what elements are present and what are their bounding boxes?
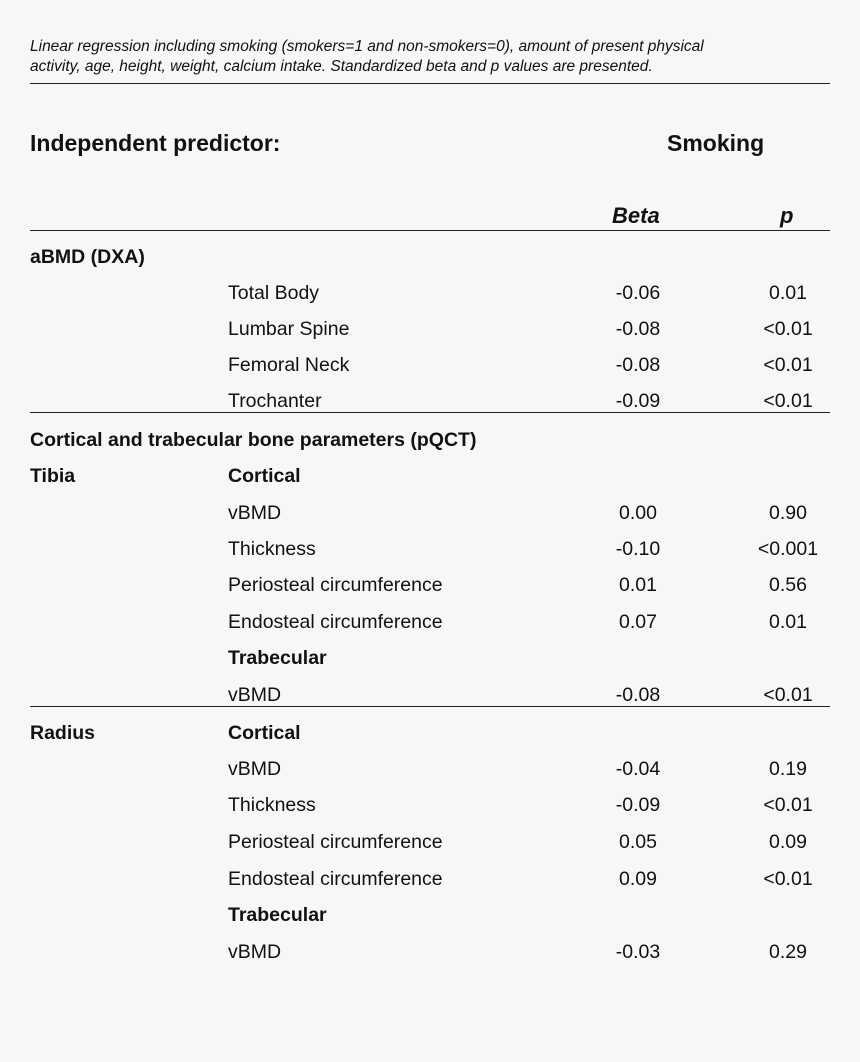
table-row: Total Body -0.06 0.01 xyxy=(0,282,860,312)
row-site: Radius xyxy=(30,722,96,744)
table-row: Trabecular xyxy=(0,647,860,677)
header-divider xyxy=(30,230,830,231)
row-beta-value: -0.06 xyxy=(615,282,661,304)
row-divider-trochanter xyxy=(228,412,830,413)
row-beta-value: 0.07 xyxy=(619,611,657,633)
row-parameter: Periosteal circumference xyxy=(228,574,443,596)
row-parameter: Total Body xyxy=(228,282,320,304)
table-row: Endosteal circumference 0.09 <0.01 xyxy=(0,868,860,898)
row-p-value: <0.01 xyxy=(763,354,813,376)
row-p-value: 0.01 xyxy=(769,611,807,633)
predictor-value: Smoking xyxy=(667,130,765,156)
row-subheading: Trabecular xyxy=(228,904,327,926)
row-p-value: 0.09 xyxy=(769,831,807,853)
table-row: Femoral Neck -0.08 <0.01 xyxy=(0,354,860,384)
table-row: vBMD -0.08 <0.01 xyxy=(0,684,860,714)
row-beta-value: -0.03 xyxy=(615,941,661,963)
table-row: vBMD -0.03 0.29 xyxy=(0,941,860,971)
row-p-value: 0.90 xyxy=(769,502,807,524)
table-caption: Linear regression including smoking (smo… xyxy=(30,37,830,77)
table-row: Lumbar Spine -0.08 <0.01 xyxy=(0,318,860,348)
row-p-value: 0.56 xyxy=(769,574,807,596)
row-subheading: Cortical xyxy=(228,722,301,744)
row-parameter: Periosteal circumference xyxy=(228,831,443,853)
section-divider-abmd xyxy=(30,412,228,413)
row-p-value: <0.01 xyxy=(763,318,813,340)
caption-divider xyxy=(30,83,830,84)
row-parameter: vBMD xyxy=(228,684,282,706)
table-row: Tibia Cortical xyxy=(0,465,860,495)
table-row: Thickness -0.10 <0.001 xyxy=(0,538,860,568)
row-beta-value: -0.08 xyxy=(615,684,661,706)
row-beta-value: -0.08 xyxy=(615,318,661,340)
row-subheading: Trabecular xyxy=(228,647,327,669)
table-row: Periosteal circumference 0.05 0.09 xyxy=(0,831,860,861)
table-row: vBMD 0.00 0.90 xyxy=(0,502,860,532)
row-parameter: vBMD xyxy=(228,502,282,524)
row-parameter: Trochanter xyxy=(228,390,322,412)
table-row: Thickness -0.09 <0.01 xyxy=(0,794,860,824)
row-beta-value: 0.05 xyxy=(619,831,657,853)
table-row: Periosteal circumference 0.01 0.56 xyxy=(0,574,860,604)
row-parameter: Thickness xyxy=(228,794,316,816)
row-p-value: <0.01 xyxy=(763,868,813,890)
predictor-label: Independent predictor: xyxy=(30,130,281,156)
row-site: Tibia xyxy=(30,465,76,487)
table-row: Radius Cortical xyxy=(0,722,860,752)
row-beta-value: -0.10 xyxy=(615,538,661,560)
row-beta-value: 0.00 xyxy=(619,502,657,524)
row-parameter: Thickness xyxy=(228,538,316,560)
table-row: Trabecular xyxy=(0,904,860,934)
section-divider-tibia xyxy=(30,706,830,707)
row-beta-value: 0.09 xyxy=(619,868,657,890)
column-header-beta: Beta xyxy=(612,203,660,228)
caption-line-2: activity, age, height, weight, calcium i… xyxy=(30,58,653,75)
row-parameter: Lumbar Spine xyxy=(228,318,350,340)
row-parameter: Femoral Neck xyxy=(228,354,350,376)
row-p-value: 0.19 xyxy=(769,758,807,780)
row-p-value: 0.29 xyxy=(769,941,807,963)
row-beta-value: -0.04 xyxy=(615,758,661,780)
table-row: Trochanter -0.09 <0.01 xyxy=(0,390,860,420)
row-p-value: <0.01 xyxy=(763,794,813,816)
section-abmd: aBMD (DXA) xyxy=(30,246,145,268)
row-beta-value: 0.01 xyxy=(619,574,657,596)
row-parameter: vBMD xyxy=(228,758,282,780)
row-p-value: <0.001 xyxy=(757,538,819,560)
row-p-value: <0.01 xyxy=(763,390,813,412)
section-pqct: Cortical and trabecular bone parameters … xyxy=(30,429,477,451)
row-subheading: Cortical xyxy=(228,465,301,487)
table-row: Endosteal circumference 0.07 0.01 xyxy=(0,611,860,641)
row-p-value: 0.01 xyxy=(769,282,807,304)
row-beta-value: -0.08 xyxy=(615,354,661,376)
row-beta-value: -0.09 xyxy=(615,794,661,816)
row-parameter: Endosteal circumference xyxy=(228,611,443,633)
table-row: vBMD -0.04 0.19 xyxy=(0,758,860,788)
row-p-value: <0.01 xyxy=(763,684,813,706)
row-parameter: Endosteal circumference xyxy=(228,868,443,890)
caption-line-1: Linear regression including smoking (smo… xyxy=(30,38,704,55)
row-beta-value: -0.09 xyxy=(615,390,661,412)
column-header-p: p xyxy=(780,203,794,228)
row-parameter: vBMD xyxy=(228,941,282,963)
